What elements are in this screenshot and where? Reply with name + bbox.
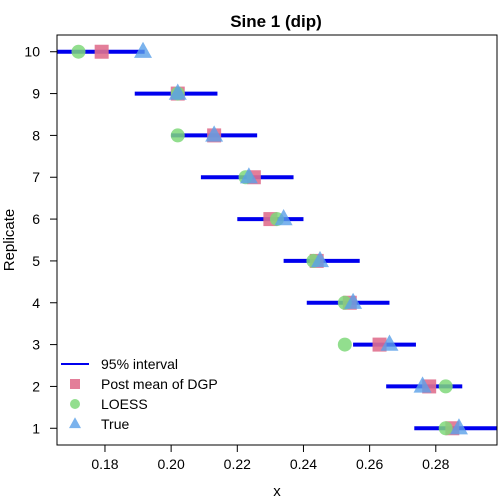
- x-axis-label: x: [273, 483, 281, 500]
- y-tick-label: 1: [32, 420, 40, 436]
- x-tick-label: 0.24: [290, 456, 317, 472]
- y-tick-label: 6: [32, 211, 40, 227]
- true-point: [311, 250, 330, 268]
- true-point: [274, 209, 293, 226]
- chart-title: Sine 1 (dip): [230, 12, 322, 31]
- true-point: [168, 83, 187, 100]
- y-tick-label: 3: [32, 337, 40, 353]
- y-tick-label: 10: [24, 44, 40, 60]
- legend: 95% interval Post mean of DGP LOESS True: [61, 356, 218, 432]
- legend-label: LOESS: [101, 396, 148, 412]
- legend-triangle-swatch: [69, 417, 81, 429]
- true-point: [449, 418, 468, 435]
- y-tick-label: 8: [32, 127, 40, 143]
- legend-label: 95% interval: [101, 356, 178, 372]
- plot-frame: [56, 34, 498, 446]
- true-point: [205, 125, 224, 142]
- legend-label: True: [101, 416, 129, 432]
- true-point: [380, 334, 399, 351]
- x-axis: 0.18 0.20 0.22 0.24 0.26 0.28: [91, 445, 450, 472]
- x-tick-label: 0.22: [224, 456, 251, 472]
- post-mean-point: [94, 44, 109, 59]
- y-axis-label: Replicate: [1, 209, 18, 272]
- legend-circle-swatch: [70, 399, 80, 409]
- plot-area: [57, 41, 497, 436]
- loess-point: [438, 421, 453, 436]
- loess-point: [438, 379, 453, 394]
- x-tick-label: 0.18: [91, 456, 118, 472]
- loess-point: [170, 128, 185, 143]
- y-tick-label: 7: [32, 169, 40, 185]
- y-tick-label: 4: [32, 295, 40, 311]
- true-point: [239, 167, 258, 184]
- x-tick-label: 0.26: [356, 456, 383, 472]
- true-point: [344, 292, 363, 309]
- y-tick-label: 9: [32, 86, 40, 102]
- legend-label: Post mean of DGP: [101, 376, 218, 392]
- y-tick-label: 2: [32, 378, 40, 394]
- x-tick-label: 0.28: [422, 456, 449, 472]
- true-point: [134, 41, 153, 58]
- legend-square-swatch: [70, 379, 80, 389]
- y-axis: 1 2 3 4 5 6 7 8 9 10: [24, 44, 57, 436]
- x-tick-label: 0.20: [158, 456, 185, 472]
- true-point: [413, 376, 432, 393]
- loess-point: [71, 44, 86, 59]
- y-tick-label: 5: [32, 253, 40, 269]
- loess-point: [337, 337, 352, 352]
